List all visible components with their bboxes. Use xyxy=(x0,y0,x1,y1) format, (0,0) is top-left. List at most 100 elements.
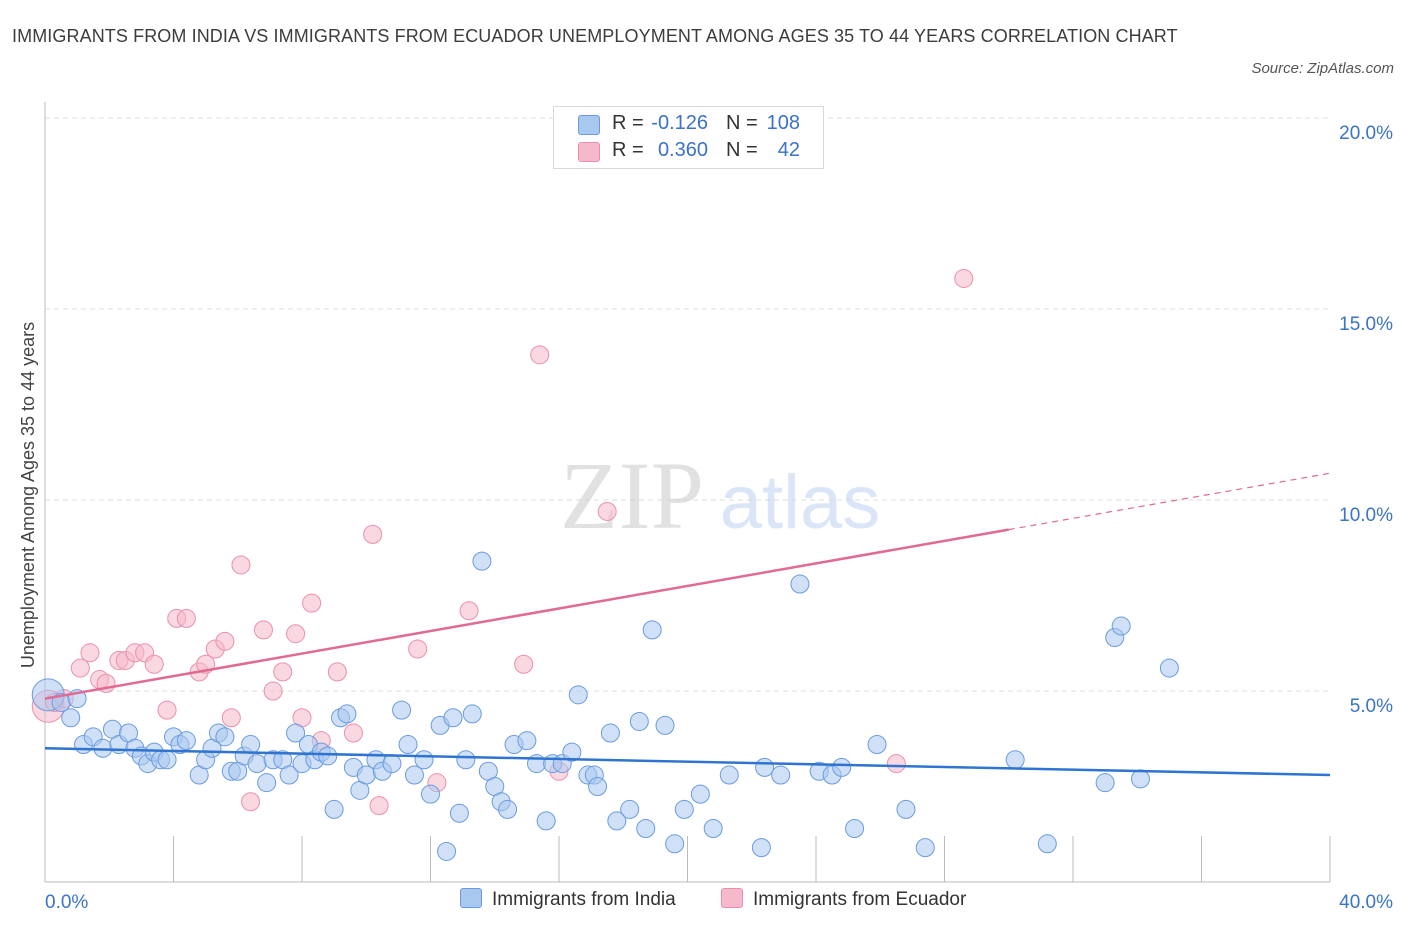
point-ecuador xyxy=(597,501,617,521)
point-india xyxy=(318,746,338,766)
series-india-points xyxy=(31,551,1179,861)
point-india xyxy=(607,811,627,831)
point-india xyxy=(279,765,299,785)
point-india xyxy=(356,765,376,785)
trend-lines xyxy=(44,472,1331,777)
trend-line-extension-ecuador xyxy=(1008,472,1331,531)
point-ecuador xyxy=(144,654,164,674)
point-ecuador xyxy=(80,643,100,663)
point-ecuador xyxy=(459,601,479,621)
point-india xyxy=(771,765,791,785)
watermark: ZIP atlas xyxy=(560,442,880,549)
point-india xyxy=(790,574,810,594)
point-ecuador xyxy=(954,268,974,288)
point-india xyxy=(257,773,277,793)
axes xyxy=(44,102,1331,883)
point-india xyxy=(845,819,865,839)
point-india xyxy=(620,799,640,819)
legend-n-label: N = xyxy=(726,112,758,134)
point-ecuador xyxy=(273,662,293,682)
point-india xyxy=(562,742,582,762)
point-ecuador xyxy=(263,681,283,701)
point-india xyxy=(498,799,518,819)
point-ecuador xyxy=(176,608,196,628)
point-india xyxy=(755,757,775,777)
point-india xyxy=(404,765,424,785)
point-india xyxy=(414,750,434,770)
point-ecuador xyxy=(221,708,241,728)
point-ecuador xyxy=(514,654,534,674)
y-tick-label: 10.0% xyxy=(1339,505,1393,526)
point-india xyxy=(1095,773,1115,793)
watermark-atlas: atlas xyxy=(720,460,881,545)
point-india xyxy=(437,841,457,861)
point-india xyxy=(751,838,771,858)
legend-r-value-ecuador: 0.360 xyxy=(657,139,708,161)
point-india xyxy=(896,799,916,819)
point-india xyxy=(1159,658,1179,678)
point-india xyxy=(1130,769,1150,789)
point-ecuador xyxy=(363,524,383,544)
legend-swatch-ecuador xyxy=(578,142,600,162)
point-india xyxy=(443,708,463,728)
tick-labels: 5.0% 10.0% 15.0% 20.0% 0.0% 40.0% xyxy=(45,123,1393,913)
point-india xyxy=(176,731,196,751)
point-india xyxy=(337,704,357,724)
legend-n-label: N = xyxy=(726,139,758,161)
x-tick-label: 0.0% xyxy=(45,892,88,913)
point-india xyxy=(462,704,482,724)
legend-r-value-india: -0.126 xyxy=(651,112,708,134)
point-ecuador xyxy=(530,345,550,365)
point-india xyxy=(1005,750,1025,770)
point-india xyxy=(832,757,852,777)
point-ecuador xyxy=(886,754,906,774)
bottom-legend-label-india: Immigrants from India xyxy=(492,889,676,910)
point-ecuador xyxy=(369,796,389,816)
legend-r-label: R = xyxy=(612,139,644,161)
point-india xyxy=(703,819,723,839)
point-ecuador xyxy=(253,620,273,640)
point-india xyxy=(655,715,675,735)
point-india xyxy=(536,811,556,831)
point-india xyxy=(915,838,935,858)
point-india xyxy=(629,712,649,732)
point-india xyxy=(324,799,344,819)
point-india xyxy=(215,727,235,747)
trend-line-ecuador xyxy=(44,528,1009,700)
point-india xyxy=(867,734,887,754)
point-india xyxy=(472,551,492,571)
legend-swatch-india xyxy=(578,115,600,135)
point-india xyxy=(398,734,418,754)
point-india xyxy=(382,754,402,774)
point-india xyxy=(665,834,685,854)
legend-n-value-ecuador: 42 xyxy=(777,139,800,161)
point-india xyxy=(456,750,476,770)
y-tick-label: 15.0% xyxy=(1339,314,1393,335)
source-label: Source: ZipAtlas.com xyxy=(1251,60,1394,77)
point-ecuador xyxy=(215,631,235,651)
point-ecuador xyxy=(286,624,306,644)
point-india xyxy=(674,799,694,819)
point-ecuador xyxy=(241,792,261,812)
point-india xyxy=(719,765,739,785)
chart-title: IMMIGRANTS FROM INDIA VS IMMIGRANTS FROM… xyxy=(12,26,1178,46)
y-tick-label: 5.0% xyxy=(1350,696,1393,717)
y-axis-label: Unemployment Among Ages 35 to 44 years xyxy=(18,322,38,668)
point-india xyxy=(690,784,710,804)
point-india xyxy=(241,734,261,754)
x-tick-label: 40.0% xyxy=(1339,892,1393,913)
point-india xyxy=(286,723,306,743)
point-ecuador xyxy=(302,593,322,613)
point-india xyxy=(247,754,267,774)
bottom-legend-swatch-ecuador xyxy=(721,888,743,908)
point-india xyxy=(588,777,608,796)
point-india xyxy=(642,620,662,640)
point-india xyxy=(1111,616,1131,636)
point-india xyxy=(392,700,412,720)
point-ecuador xyxy=(327,662,347,682)
point-india xyxy=(449,803,469,823)
point-ecuador xyxy=(70,658,90,678)
bottom-legend-ecuador: Immigrants from Ecuador xyxy=(721,888,966,911)
legend-n-value-india: 108 xyxy=(766,112,800,134)
